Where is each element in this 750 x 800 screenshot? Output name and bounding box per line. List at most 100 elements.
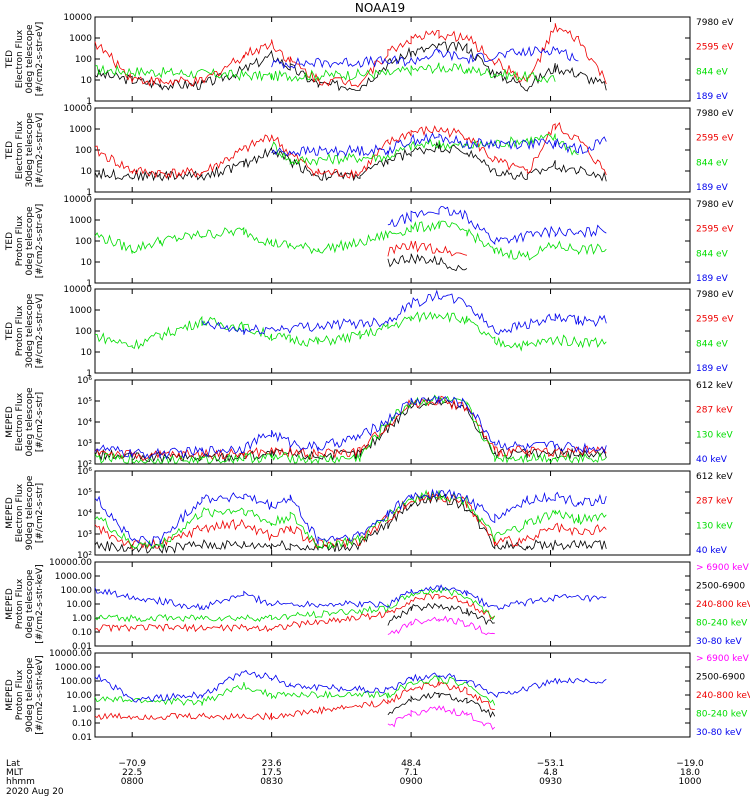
- y-label-line: [#/cm2-s-str]: [35, 392, 45, 452]
- series-line: [94, 680, 495, 721]
- series-line: [387, 615, 495, 636]
- y-tick-label: 10000.00: [49, 558, 92, 568]
- x-tick-label: 17.5: [262, 768, 282, 778]
- legend-entry: 30-80 keV: [696, 728, 742, 738]
- series-line: [387, 206, 607, 245]
- y-tick-label: 10: [81, 167, 93, 177]
- y-label-line: [#/cm2-s-str-eV]: [35, 113, 45, 188]
- x-tick-label: 18.0: [680, 768, 700, 778]
- y-axis-label: TED Proton Flux 30deg telescope [#/cm2-s-st…: [5, 293, 45, 368]
- x-tick-label: −19.0: [676, 759, 704, 769]
- legend-entry: 7980 eV: [696, 18, 734, 28]
- y-label-line: 30deg telescope: [25, 293, 35, 368]
- y-tick-label: 0.01: [72, 733, 92, 743]
- x-tick-label: 0800: [121, 777, 144, 787]
- y-label-line: MEPED: [5, 588, 15, 620]
- x-row-label: Lat: [6, 759, 21, 769]
- y-label-line: [#/cm2-s-str-eV]: [35, 22, 45, 97]
- panel-3: 1 10 100 1000 10000 TED Proton Flux 0deg telesc…: [5, 195, 734, 289]
- legend-entry: 80-240 keV: [696, 710, 748, 720]
- y-tick-label: 100.00: [61, 677, 93, 687]
- series-line: [94, 395, 607, 462]
- y-tick-label: 1000.00: [55, 572, 92, 582]
- legend-entry: > 6900 keV: [696, 654, 750, 664]
- y-tick-label: 100: [75, 327, 92, 337]
- y-label-line: 0deg telescope: [25, 24, 35, 94]
- y-tick-label: 10⁴: [77, 418, 92, 428]
- y-tick-label: 10⁴: [77, 509, 92, 519]
- y-tick-label: 1: [86, 188, 92, 198]
- y-tick-label: 10000: [63, 104, 92, 114]
- y-tick-label: 10000.00: [49, 649, 92, 659]
- x-tick-label: 23.6: [262, 759, 282, 769]
- legend-entry: 7980 eV: [696, 290, 734, 300]
- legend-entry: 40 keV: [696, 455, 728, 465]
- legend-entry: 189 eV: [696, 183, 729, 193]
- legend-entry: 612 keV: [696, 381, 733, 391]
- legend-entry: 40 keV: [696, 546, 728, 556]
- y-tick-label: 0.10: [72, 719, 92, 729]
- series-line: [94, 220, 607, 261]
- y-label-line: Proton Flux: [15, 578, 25, 629]
- series-line: [387, 240, 467, 257]
- y-label-line: MEPED: [5, 679, 15, 711]
- y-tick-label: 100.00: [61, 586, 93, 596]
- y-tick-label: 10⁵: [77, 488, 92, 498]
- y-tick-label: 1000: [69, 306, 92, 316]
- series-line: [387, 253, 468, 272]
- legend-entry: 130 keV: [696, 521, 733, 531]
- series-line: [387, 602, 495, 626]
- legend-entry: 612 keV: [696, 472, 733, 482]
- y-label-line: [#/cm2-s-str-keV]: [35, 655, 45, 734]
- series-line: [94, 675, 496, 706]
- series-line: [94, 23, 607, 88]
- series-line: [94, 395, 607, 460]
- panel-4: 1 10 100 1000 10000 TED Proton Flux 30deg teles…: [5, 285, 734, 379]
- legend-entry: 844 eV: [696, 67, 729, 77]
- y-label-line: 30deg telescope: [25, 112, 35, 187]
- series-line: [94, 489, 607, 550]
- y-tick-label: 0.01: [72, 642, 92, 652]
- y-label-line: Electron Flux: [15, 392, 25, 451]
- panel-6: 10² 10³ 10⁴ 10⁵ 10⁶ MEPED Electron Flux 90deg t…: [5, 467, 733, 561]
- series-line: [387, 691, 496, 719]
- y-label-line: 90deg telescope: [25, 657, 35, 732]
- y-tick-label: 1.00: [72, 705, 92, 715]
- legend-entry: 844 eV: [696, 249, 729, 259]
- panels: 1 10 100 1000 10000 TED Electron Flux 0deg tele…: [5, 13, 750, 743]
- legend-entry: 189 eV: [696, 92, 729, 102]
- legend-entry: 240-800 keV: [696, 600, 750, 610]
- panel-1: 1 10 100 1000 10000 TED Electron Flux 0deg tele…: [5, 13, 734, 107]
- date-label: 2020 Aug 20: [6, 787, 64, 797]
- legend-entry: 844 eV: [696, 339, 729, 349]
- y-tick-label: 10: [81, 258, 93, 268]
- panel-8: 0.01 0.10 1.00 10.00 100.00 1000.00 10000.00 ME…: [5, 649, 750, 743]
- x-tick-label: 48.4: [401, 759, 421, 769]
- series-line: [201, 289, 607, 335]
- x-tick-label: 0830: [260, 777, 283, 787]
- legend-entry: 30-80 keV: [696, 637, 742, 647]
- x-tick-label: 22.5: [122, 768, 142, 778]
- y-label-line: 0deg telescope: [25, 569, 35, 639]
- y-tick-label: 1: [86, 279, 92, 289]
- y-tick-label: 1000: [69, 34, 92, 44]
- y-label-line: [#/cm2-s-str-eV]: [35, 294, 45, 369]
- legend-entry: 189 eV: [696, 364, 729, 374]
- series-line: [271, 132, 607, 157]
- x-axis-labels: Lat −70.9 23.6 48.4 −53.1 −19.0 MLT 22.5 17.5 7.1…: [6, 759, 704, 797]
- y-tick-label: 10.00: [66, 600, 92, 610]
- y-tick-label: 10: [81, 348, 93, 358]
- y-tick-label: 10000: [63, 195, 92, 205]
- y-tick-label: 100: [75, 55, 92, 65]
- y-tick-label: 10²: [77, 460, 92, 470]
- y-label-line: MEPED: [5, 497, 15, 529]
- series-line: [94, 311, 607, 352]
- y-axis-label: MEPED Electron Flux 90deg telescope [#/cm2-…: [5, 475, 45, 550]
- y-tick-label: 10⁶: [77, 467, 92, 477]
- y-label-line: Electron Flux: [15, 120, 25, 179]
- y-label-line: TED: [5, 50, 15, 69]
- y-tick-label: 1000.00: [55, 663, 92, 673]
- x-row-label: hhmm: [6, 777, 35, 787]
- series-line: [271, 45, 579, 69]
- chart-title: NOAA19: [355, 1, 405, 15]
